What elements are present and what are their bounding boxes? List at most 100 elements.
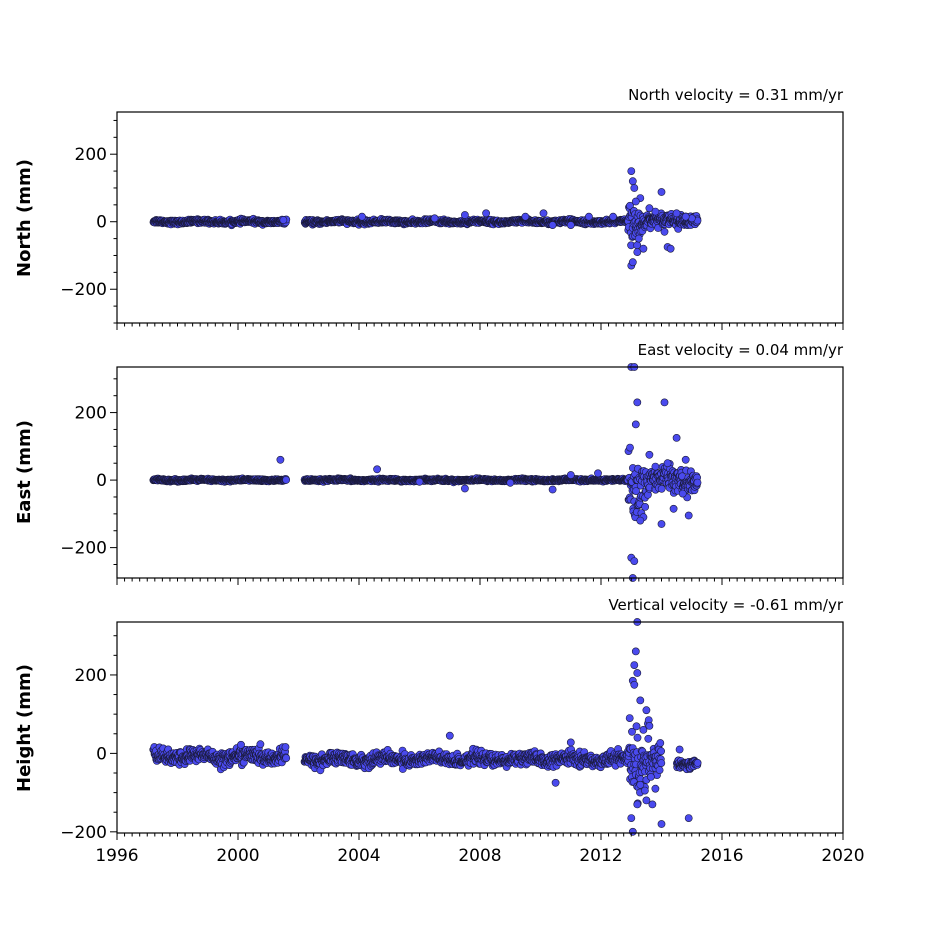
height-data-point	[636, 696, 645, 705]
east-data-point	[630, 557, 639, 565]
height-data-point	[642, 706, 651, 715]
east-data-point	[566, 471, 575, 479]
east-data-point	[660, 398, 669, 407]
north-data-point	[628, 177, 637, 186]
north-y-tick-label: 0	[96, 213, 107, 233]
height-data-point	[633, 669, 642, 677]
east-data-point	[651, 462, 660, 471]
east-data-point	[641, 502, 649, 511]
north-data-point	[539, 209, 548, 218]
height-data-point	[256, 740, 265, 749]
north-data-point	[645, 204, 654, 213]
east-y-tick-label: 0	[96, 471, 107, 491]
height-data-point	[656, 739, 665, 747]
height-data-point	[657, 747, 665, 756]
north-ticks: −200 0 200	[60, 119, 844, 330]
height-data-point	[237, 740, 245, 749]
east-axes-frame	[116, 366, 844, 579]
north-data-point	[666, 244, 675, 253]
height-data-point	[655, 766, 664, 774]
east-data-point	[415, 477, 424, 486]
east-data-point	[633, 398, 642, 407]
north-data-point	[639, 244, 648, 253]
north-data-point	[631, 197, 640, 206]
panel-title-north: North velocity = 0.31 mm/yr	[628, 86, 844, 104]
north-data-point	[657, 188, 666, 196]
height-data-point	[633, 800, 642, 809]
east-y-tick-label: −200	[60, 539, 107, 559]
height-data-point	[630, 680, 639, 689]
north-data-point	[548, 221, 557, 229]
height-data-point	[693, 759, 702, 767]
ylabel-north: North (mm)	[14, 159, 35, 277]
height-data-point	[651, 784, 660, 793]
height-data-point	[627, 814, 636, 822]
north-y-tick-label: −200	[60, 280, 107, 300]
north-data-point	[630, 184, 639, 192]
east-data-point	[631, 420, 640, 429]
height-data-point	[628, 827, 637, 836]
ylabel-east: East (mm)	[14, 420, 35, 524]
height-data-point	[632, 722, 641, 731]
north-data-point	[627, 167, 636, 175]
height-data-point	[684, 814, 693, 822]
north-data-point	[633, 248, 642, 256]
height-data-point	[631, 647, 640, 656]
north-data-point	[482, 209, 490, 218]
height-data-point	[551, 778, 560, 787]
east-y-tick-label: 200	[75, 404, 107, 424]
height-data-point	[566, 738, 575, 747]
east-data-point	[657, 520, 666, 528]
east-data-point	[548, 485, 557, 494]
height-data-point	[281, 743, 290, 751]
north-data-point	[672, 209, 681, 218]
north-data-point	[521, 212, 530, 221]
east-data-point	[684, 511, 693, 520]
east-data-point	[373, 465, 381, 474]
north-data-point	[430, 214, 439, 223]
east-data-point	[663, 459, 672, 468]
east-data-point	[672, 433, 681, 442]
height-data-point	[641, 786, 649, 795]
panel-east: East velocity = 0.04 mm/yr East (mm) −20…	[14, 341, 844, 585]
north-data-point	[660, 227, 669, 236]
height-data-point	[445, 731, 454, 740]
height-data-point	[657, 759, 666, 767]
east-data-point	[678, 489, 687, 498]
height-data-point	[639, 726, 648, 734]
north-data-point	[634, 234, 643, 243]
east-data-point	[626, 443, 634, 452]
east-data-point	[636, 516, 645, 525]
north-y-tick-label: 200	[75, 145, 107, 165]
north-data-point	[651, 207, 660, 216]
east-data-point	[282, 475, 290, 484]
height-data-point	[630, 661, 639, 669]
panel-height: Vertical velocity = -0.61 mm/yr Height (…	[14, 596, 865, 866]
north-data-point	[681, 212, 690, 221]
height-data-point	[647, 773, 655, 781]
panel-title-east: East velocity = 0.04 mm/yr	[638, 341, 844, 359]
east-data-point	[460, 484, 469, 493]
east-data-point	[657, 484, 666, 493]
east-data-point	[681, 455, 690, 464]
north-axes-frame	[116, 111, 844, 324]
north-data-point	[609, 212, 617, 221]
east-points	[149, 363, 702, 582]
east-data-point	[693, 478, 702, 487]
height-data-point	[282, 754, 291, 762]
north-points	[149, 167, 702, 270]
panel-title-height: Vertical velocity = -0.61 mm/yr	[608, 596, 843, 614]
north-data-point	[279, 216, 288, 224]
east-data-point	[276, 455, 285, 464]
north-data-point	[566, 221, 575, 229]
east-data-point	[669, 504, 678, 513]
height-data-point	[625, 714, 634, 722]
east-data-point	[645, 450, 654, 459]
panel-north: North velocity = 0.31 mm/yr North (mm) −…	[14, 86, 844, 330]
height-data-point	[657, 820, 666, 828]
ylabel-height: Height (mm)	[14, 664, 35, 792]
north-data-point	[358, 212, 366, 221]
north-data-point	[628, 258, 637, 267]
north-data-point	[460, 211, 469, 219]
